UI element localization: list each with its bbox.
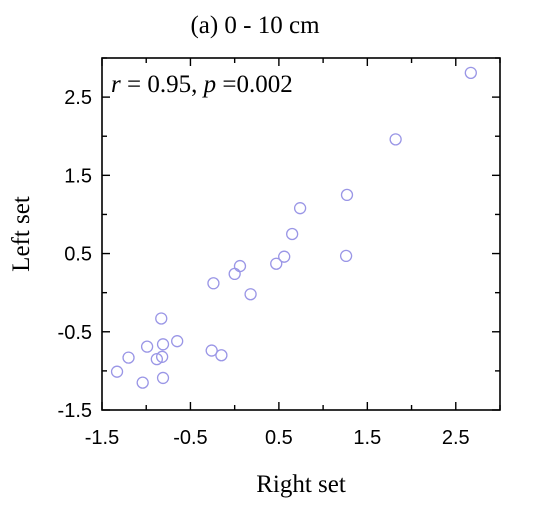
data-point bbox=[140, 340, 154, 353]
y-tick-label: 0.5 bbox=[64, 244, 92, 266]
data-points bbox=[110, 66, 477, 389]
data-point bbox=[339, 249, 353, 263]
data-point bbox=[286, 227, 299, 241]
x-tick-label: -1.5 bbox=[85, 427, 119, 449]
x-tick-label: 0.5 bbox=[265, 427, 293, 449]
y-axis-label: Left set bbox=[8, 196, 35, 272]
chart-title: (a) 0 - 10 cm bbox=[190, 12, 320, 39]
x-tick-label: -0.5 bbox=[173, 427, 207, 449]
data-point bbox=[244, 288, 257, 301]
p-value: =0.002 bbox=[216, 71, 293, 98]
data-point bbox=[150, 353, 163, 366]
y-tick-label: -0.5 bbox=[58, 322, 92, 344]
r-value: = 0.95, bbox=[121, 71, 204, 98]
y-tick-label: 2.5 bbox=[64, 87, 92, 109]
data-point bbox=[136, 376, 149, 389]
data-point bbox=[205, 344, 218, 357]
data-point bbox=[207, 277, 220, 290]
y-tick-label: 1.5 bbox=[64, 165, 92, 187]
data-point bbox=[171, 335, 184, 348]
data-point bbox=[233, 259, 247, 273]
data-point bbox=[155, 350, 169, 363]
p-symbol: p bbox=[202, 71, 217, 98]
data-point bbox=[215, 349, 228, 362]
data-point bbox=[270, 257, 283, 270]
data-point bbox=[156, 338, 170, 351]
data-point bbox=[156, 371, 170, 385]
data-point bbox=[389, 133, 402, 146]
data-point bbox=[293, 202, 307, 215]
axis-ticks bbox=[101, 57, 501, 411]
data-point bbox=[340, 188, 354, 202]
y-tick-labels: -1.5 -0.5 0.5 1.5 2.5 bbox=[58, 87, 92, 422]
r-symbol: r bbox=[111, 71, 121, 98]
x-tick-label: 1.5 bbox=[353, 427, 381, 449]
data-point bbox=[110, 365, 124, 378]
data-point bbox=[464, 66, 477, 80]
x-tick-labels: -1.5 -0.5 0.5 1.5 2.5 bbox=[85, 427, 470, 449]
data-point bbox=[122, 351, 135, 364]
x-axis-label: Right set bbox=[256, 471, 346, 498]
data-point bbox=[155, 312, 168, 325]
data-point bbox=[278, 250, 291, 263]
plot-frame bbox=[101, 57, 501, 411]
correlation-annotation: r = 0.95, p =0.002 bbox=[111, 71, 293, 98]
data-point bbox=[228, 267, 241, 281]
y-tick-label: -1.5 bbox=[58, 400, 92, 422]
x-tick-label: 2.5 bbox=[442, 427, 470, 449]
